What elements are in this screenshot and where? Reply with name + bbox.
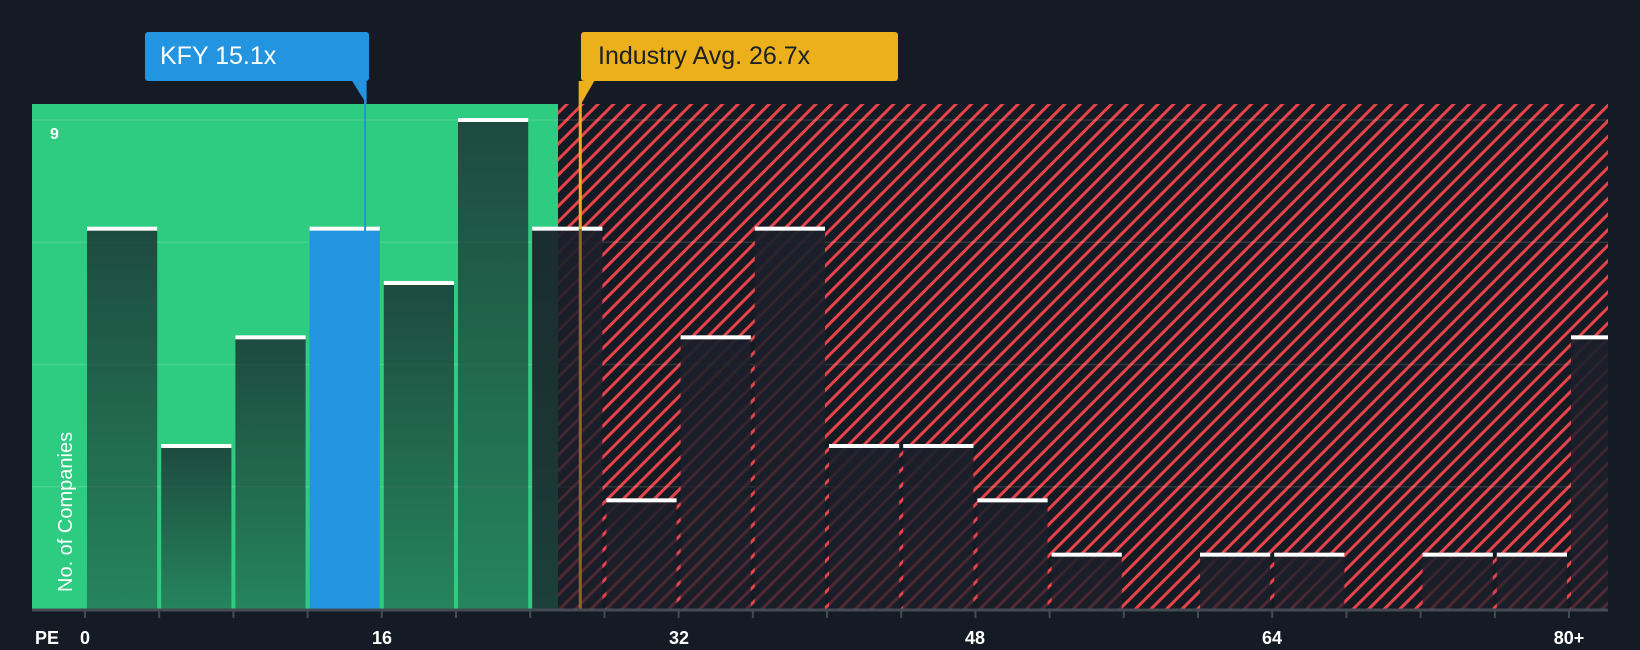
bar-cap [1496, 552, 1567, 557]
histogram-bar [1571, 335, 1608, 609]
histogram-bar [235, 335, 306, 609]
histogram-bar [1051, 552, 1122, 609]
histogram-bar [383, 281, 454, 609]
histogram-bar [1422, 552, 1493, 609]
x-tick-label: 48 [964, 628, 986, 648]
bar-cap [1274, 552, 1345, 557]
bar-cap [458, 118, 529, 122]
kfy-pe-callout: KFY 15.1x [145, 32, 369, 81]
histogram-bar [87, 226, 158, 609]
y-axis-max-label: 9 [50, 126, 59, 143]
industry-avg-label: Industry Avg. 26.7x [598, 42, 811, 70]
histogram-bar [754, 226, 825, 609]
histogram-bar [1496, 552, 1567, 609]
x-axis [32, 608, 1608, 618]
x-axis-name: PE [35, 628, 60, 648]
bar-cap [532, 226, 603, 231]
histogram-bars [87, 118, 1608, 609]
bar-cap [1422, 552, 1493, 557]
bar-cap [754, 226, 825, 231]
x-tick-label: 80+ [1553, 628, 1585, 648]
bar-cap [903, 444, 974, 448]
histogram-bar [1200, 552, 1271, 609]
histogram-bar [458, 118, 529, 609]
x-tick-label: 32 [668, 628, 690, 648]
bar-cap [87, 226, 158, 231]
kfy-pointer [352, 81, 367, 104]
histogram-bar [532, 226, 603, 609]
industry-avg-callout: Industry Avg. 26.7x [581, 32, 898, 81]
histogram-bar [829, 444, 900, 609]
bar-cap [829, 444, 900, 448]
bar-cap [1051, 552, 1122, 557]
marker-lines [352, 81, 595, 609]
histogram-bar [161, 444, 232, 609]
x-tick-label: 64 [1261, 628, 1283, 648]
bar-cap [606, 498, 677, 503]
industry-pointer [578, 81, 595, 108]
y-axis-title: No. of Companies [55, 431, 77, 592]
histogram-bar [977, 498, 1048, 609]
bar-cap [235, 335, 306, 340]
bar-cap [383, 281, 454, 285]
x-tick-label: 0 [79, 628, 91, 648]
histogram-bar [903, 444, 974, 609]
bar-cap [1200, 552, 1271, 557]
histogram-bar [606, 498, 677, 609]
bar-cap [161, 444, 232, 448]
kfy-pe-label: KFY 15.1x [160, 42, 277, 70]
x-tick-label: 16 [371, 628, 393, 648]
histogram-bar [1274, 552, 1345, 609]
bar-cap [977, 498, 1048, 503]
histogram-bar [680, 335, 751, 609]
bar-cap [1571, 335, 1608, 340]
bar-cap [680, 335, 751, 340]
histogram-bar [309, 226, 380, 609]
bar-cap [309, 226, 380, 231]
